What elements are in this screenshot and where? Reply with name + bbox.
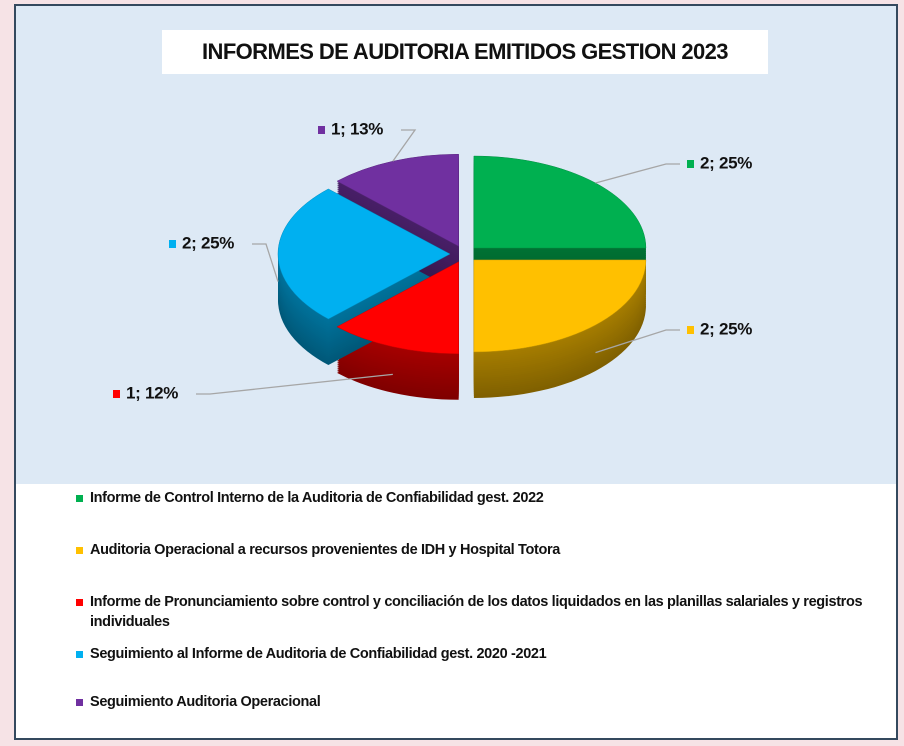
label-swatch [687, 326, 694, 334]
legend-item: Seguimiento Auditoria Operacional [74, 692, 321, 712]
label-swatch [687, 160, 694, 168]
legend-label: Informe de Pronunciamiento sobre control… [90, 594, 863, 630]
chart-frame: INFORMES DE AUDITORIA EMITIDOS GESTION 2… [14, 4, 898, 740]
legend-label: Seguimiento al Informe de Auditoria de C… [90, 646, 547, 662]
legend-swatch [76, 547, 83, 554]
legend-label: Auditoria Operacional a recursos proveni… [90, 542, 560, 558]
data-label: 2; 25% [182, 233, 234, 252]
label-swatch [113, 390, 120, 398]
leader-line [595, 163, 680, 184]
legend-label: Seguimiento Auditoria Operacional [90, 694, 321, 710]
legend-item: Informe de Control Interno de la Auditor… [74, 488, 544, 508]
legend-item: Seguimiento al Informe de Auditoria de C… [74, 644, 547, 664]
leader-line [196, 373, 393, 395]
data-label: 1; 12% [126, 383, 178, 402]
legend-item: Auditoria Operacional a recursos proveni… [74, 540, 560, 560]
legend-item: Informe de Pronunciamiento sobre control… [74, 592, 884, 632]
pie-slice [336, 153, 459, 247]
chart: INFORMES DE AUDITORIA EMITIDOS GESTION 2… [113, 30, 768, 402]
data-label: 2; 25% [700, 153, 752, 172]
chart-title: INFORMES DE AUDITORIA EMITIDOS GESTION 2… [202, 39, 728, 64]
label-swatch [169, 240, 176, 248]
label-swatch [318, 126, 325, 134]
data-label: 2; 25% [700, 319, 752, 338]
title-box [162, 30, 768, 74]
legend-swatch [76, 495, 83, 502]
leader-line [392, 129, 417, 162]
pie-slice [336, 261, 459, 355]
leader-line [252, 243, 279, 282]
legend-swatch [76, 651, 83, 658]
data-label: 1; 13% [331, 119, 383, 138]
pie-slice [277, 188, 451, 320]
leader-line [595, 329, 680, 354]
legend-swatch [76, 699, 83, 706]
legend-label: Informe de Control Interno de la Auditor… [90, 490, 544, 506]
pie-slice [473, 155, 647, 249]
legend-swatch [76, 599, 83, 606]
pie-slice [473, 259, 647, 353]
